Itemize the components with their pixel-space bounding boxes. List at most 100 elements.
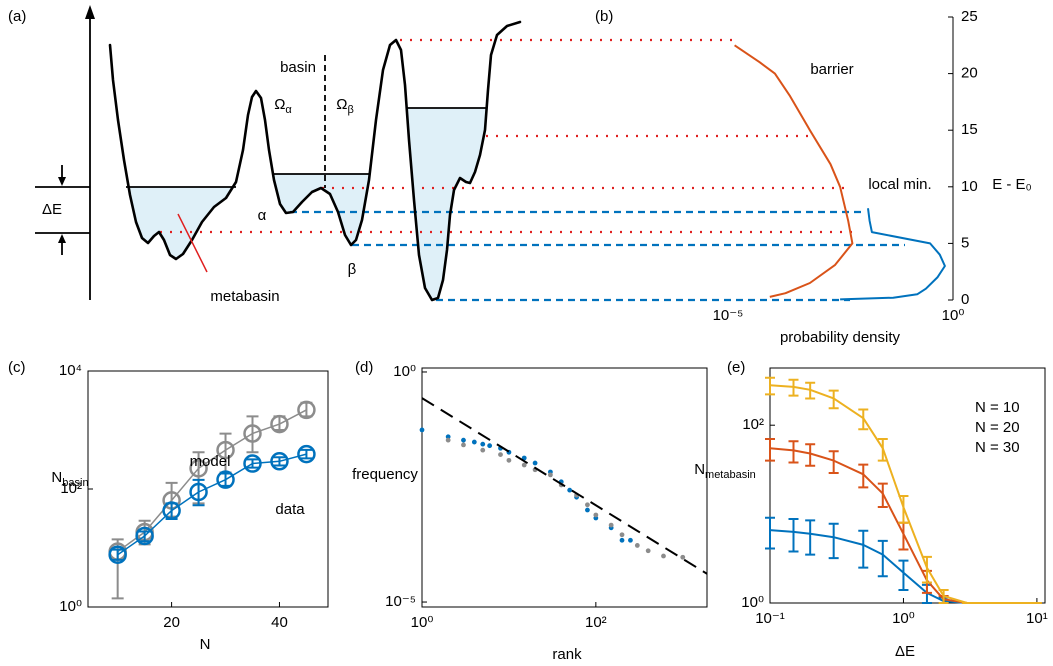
point bbox=[506, 457, 512, 463]
legend-entry: N = 30 bbox=[975, 439, 1020, 456]
arrowhead bbox=[58, 177, 66, 186]
x-tick-label: 10⁰ bbox=[411, 614, 434, 631]
landscape-diagram: (a) ΔE basin Ωα Ωβ α β metabasin bbox=[8, 5, 905, 305]
error-bar bbox=[805, 443, 816, 467]
point bbox=[419, 427, 425, 433]
error-bar bbox=[858, 529, 869, 569]
x-tick-label: 40 bbox=[271, 614, 288, 631]
x-tick-label: 10⁻⁵ bbox=[713, 307, 744, 324]
error-bar bbox=[877, 539, 888, 578]
x-tick-label: 10¹ bbox=[1026, 610, 1048, 627]
x-tick-label: 10⁰ bbox=[942, 307, 965, 324]
omega-beta-label: Ωβ bbox=[336, 96, 354, 116]
y-axis-label-main: E - E₀ bbox=[992, 176, 1032, 193]
error-bar bbox=[111, 548, 124, 561]
point bbox=[480, 441, 486, 447]
y-axis-label-main: frequency bbox=[352, 466, 418, 483]
marker bbox=[297, 444, 316, 464]
point bbox=[619, 537, 625, 543]
error-bar bbox=[805, 519, 816, 556]
marker bbox=[297, 400, 316, 420]
plot-frame bbox=[87, 370, 329, 608]
point bbox=[645, 548, 651, 554]
series-line bbox=[840, 208, 946, 301]
well-fill bbox=[406, 108, 487, 300]
omega-alpha-label: Ωα bbox=[274, 96, 292, 116]
point bbox=[487, 443, 493, 449]
series-label: barrier bbox=[810, 61, 853, 78]
point bbox=[593, 512, 599, 518]
marker bbox=[243, 454, 262, 473]
y-axis-label-main: N bbox=[694, 461, 705, 478]
error-bar bbox=[300, 401, 313, 418]
y-axis-label: Nbasin bbox=[51, 469, 88, 489]
x-tick-label: 20 bbox=[163, 614, 180, 631]
point bbox=[608, 522, 614, 528]
y-tick-label: 10⁰ bbox=[59, 598, 82, 615]
series-line bbox=[734, 44, 854, 298]
series-line bbox=[769, 384, 1037, 604]
y-axis-label: E - E₀ bbox=[992, 176, 1032, 193]
point bbox=[634, 543, 640, 548]
marker bbox=[189, 482, 208, 502]
x-axis-label: N bbox=[200, 636, 211, 653]
point bbox=[471, 439, 477, 445]
point bbox=[445, 437, 451, 443]
y-axis-label-sub: basin bbox=[62, 477, 88, 489]
metabasin-fill bbox=[128, 187, 233, 259]
point bbox=[445, 434, 451, 440]
series-label: model bbox=[190, 453, 231, 470]
y-tick-label: 0 bbox=[961, 291, 969, 308]
point bbox=[461, 437, 466, 443]
symbol: Ω bbox=[274, 96, 285, 113]
subscript: β bbox=[347, 104, 353, 116]
basin-label: basin bbox=[280, 59, 316, 76]
metabasin-pointer bbox=[177, 213, 208, 273]
marker bbox=[108, 545, 127, 564]
panel-label: (b) bbox=[595, 8, 613, 25]
chart-panel: (b) 0 5 10 15 20 25 10⁻⁵ 10⁰ probability density E… bbox=[595, 8, 1032, 346]
y-tick-label: 5 bbox=[961, 234, 969, 251]
alpha-label: α bbox=[258, 207, 267, 224]
x-axis-label: probability density bbox=[780, 329, 901, 346]
panel-label: (a) bbox=[8, 8, 26, 25]
marker bbox=[270, 414, 289, 434]
marker bbox=[243, 424, 262, 443]
marker bbox=[162, 501, 181, 520]
plot-frame bbox=[421, 367, 708, 608]
plot-frame bbox=[769, 367, 1046, 604]
point bbox=[547, 472, 553, 478]
x-axis-label: rank bbox=[552, 646, 582, 663]
delta-e-label: ΔE bbox=[42, 201, 62, 218]
panel-label: (c) bbox=[8, 359, 26, 376]
y-axis-label-sub: metabasin bbox=[705, 469, 756, 481]
beta-label: β bbox=[348, 261, 357, 278]
x-tick-label: 10⁻¹ bbox=[755, 610, 785, 627]
y-axis-label-main: N bbox=[51, 469, 62, 486]
x-tick-label: 10² bbox=[585, 614, 607, 631]
fit-line bbox=[421, 397, 708, 575]
error-bar bbox=[788, 518, 799, 553]
series-label: local min. bbox=[868, 176, 931, 193]
point bbox=[498, 452, 503, 458]
y-tick-label: 10⁰ bbox=[393, 363, 416, 380]
energy-curve bbox=[108, 20, 522, 302]
marker bbox=[189, 459, 208, 478]
basin-fill bbox=[272, 174, 370, 245]
subscript: α bbox=[285, 104, 292, 116]
series-line bbox=[117, 453, 307, 556]
point bbox=[480, 447, 486, 453]
point bbox=[585, 507, 590, 513]
axis-arrowhead bbox=[85, 5, 95, 19]
y-axis-label: frequency bbox=[352, 466, 418, 483]
series-label: data bbox=[275, 501, 305, 518]
point bbox=[661, 553, 666, 559]
y-axis-label: Nmetabasin bbox=[694, 461, 756, 481]
point bbox=[585, 502, 590, 508]
arrowhead bbox=[58, 234, 66, 243]
y-tick-label: 20 bbox=[961, 65, 978, 82]
marker bbox=[270, 452, 289, 471]
y-tick-label: 10⁰ bbox=[741, 594, 764, 611]
